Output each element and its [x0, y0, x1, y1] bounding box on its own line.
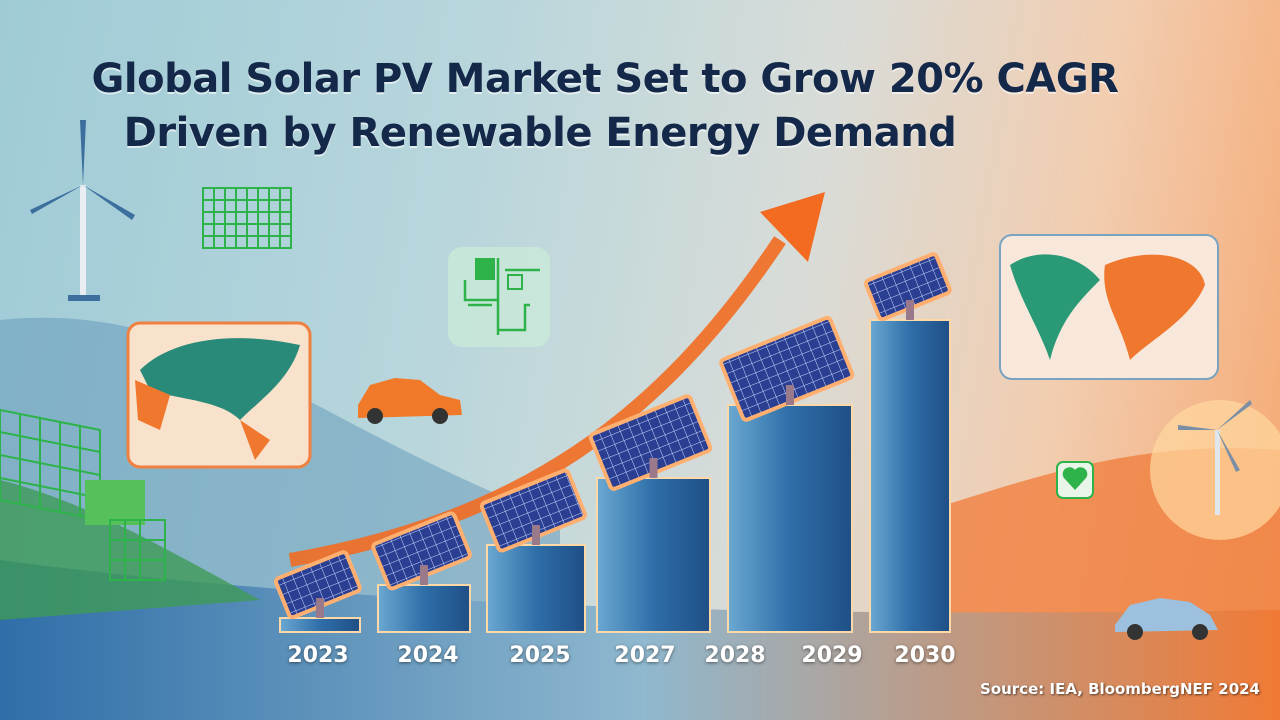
pedestal-bar	[596, 477, 711, 633]
solar-panel-icon	[479, 468, 587, 553]
car-icon	[1115, 598, 1218, 640]
solar-panel-icon	[274, 550, 362, 620]
pedestal-bar	[486, 544, 586, 633]
solar-panel-icon	[371, 511, 472, 591]
panel-stand	[906, 300, 914, 320]
page-title: Global Solar PV Market Set to Grow 20% C…	[0, 52, 1280, 160]
green-hill	[0, 480, 260, 620]
title-line-1: Global Solar PV Market Set to Grow 20% C…	[91, 56, 1119, 102]
grid-icon	[0, 408, 166, 581]
source-note: Source: IEA, BloombergNEF 2024	[980, 680, 1260, 698]
panel-stand	[420, 565, 428, 585]
solar-panel-icon	[588, 394, 713, 491]
title-line-2: Driven by Renewable Energy Demand	[123, 110, 957, 156]
year-label: 2024	[397, 643, 459, 668]
year-label: 2030	[894, 643, 956, 668]
panel-stand	[786, 385, 794, 405]
year-label: 2029	[801, 643, 863, 668]
year-label: 2027	[614, 643, 676, 668]
pedestal-bar	[279, 617, 361, 633]
wind-turbine-icon	[30, 120, 135, 301]
map-card-asia	[126, 321, 312, 469]
solar-panel-icon	[719, 315, 855, 422]
panel-stand	[532, 525, 540, 545]
car-icon	[358, 378, 462, 424]
grid-icon	[202, 187, 292, 249]
circuit-icon	[448, 247, 550, 347]
map-card-world	[999, 234, 1219, 380]
year-label: 2023	[287, 643, 349, 668]
pedestal-bar	[377, 584, 471, 633]
year-label: 2028	[704, 643, 766, 668]
solar-panel-icon	[864, 252, 952, 322]
year-label: 2025	[509, 643, 571, 668]
panel-stand	[316, 598, 324, 618]
heart-icon	[1056, 461, 1094, 499]
bars	[274, 252, 952, 633]
panel-stand	[649, 458, 658, 478]
pedestal-bar	[727, 404, 853, 633]
wind-turbine-icon	[1178, 400, 1252, 515]
pedestal-bar	[869, 319, 951, 633]
